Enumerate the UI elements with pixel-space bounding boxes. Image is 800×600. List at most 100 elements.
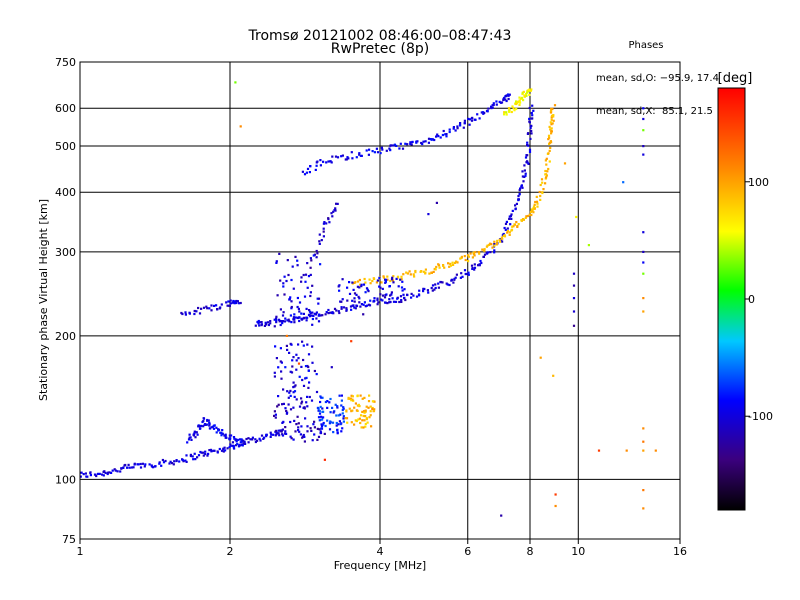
echo-point bbox=[530, 208, 533, 211]
echo-point bbox=[320, 425, 324, 428]
echo-point bbox=[301, 340, 304, 343]
echo-point bbox=[215, 426, 218, 429]
echo-point bbox=[213, 304, 216, 307]
echo-point bbox=[329, 397, 332, 401]
echo-point bbox=[353, 406, 356, 409]
echo-point bbox=[359, 305, 362, 308]
echo-point bbox=[344, 417, 347, 420]
echo-point bbox=[300, 400, 304, 403]
echo-point bbox=[445, 133, 448, 136]
echo-point bbox=[572, 297, 576, 300]
echo-point bbox=[422, 270, 425, 273]
echo-point bbox=[341, 298, 344, 301]
echo-point bbox=[434, 268, 437, 271]
echo-point bbox=[277, 403, 280, 406]
echo-point bbox=[418, 294, 421, 297]
y-tick-label: 600 bbox=[55, 102, 76, 115]
echo-point bbox=[305, 307, 308, 310]
echo-point bbox=[275, 431, 278, 434]
echo-point bbox=[572, 272, 576, 275]
echo-point bbox=[216, 308, 219, 311]
echo-point bbox=[642, 272, 645, 275]
echo-point bbox=[401, 147, 405, 150]
echo-point bbox=[231, 441, 234, 444]
echo-point bbox=[202, 454, 205, 457]
echo-point bbox=[478, 117, 481, 120]
echo-point bbox=[236, 442, 239, 446]
colorbar-tick-label: -100 bbox=[748, 410, 773, 423]
echo-point bbox=[289, 394, 292, 397]
echo-point bbox=[528, 89, 531, 92]
echo-point bbox=[342, 306, 346, 309]
echo-point bbox=[127, 463, 130, 466]
echo-point bbox=[544, 169, 547, 173]
echo-point bbox=[262, 437, 265, 440]
echo-point bbox=[284, 366, 287, 369]
echo-point bbox=[545, 174, 548, 177]
echo-point bbox=[642, 310, 645, 313]
echo-point bbox=[405, 271, 408, 274]
echo-point bbox=[220, 431, 223, 434]
echo-point bbox=[257, 319, 260, 323]
echo-point bbox=[189, 453, 192, 456]
echo-point bbox=[393, 143, 396, 146]
echo-point bbox=[474, 251, 477, 254]
echo-point bbox=[300, 312, 303, 315]
echo-point bbox=[323, 458, 326, 461]
echo-point bbox=[185, 454, 188, 457]
echo-point bbox=[282, 285, 285, 288]
echo-point bbox=[366, 288, 369, 291]
colorbar-label: [deg] bbox=[718, 71, 753, 86]
echo-point bbox=[390, 293, 393, 296]
echo-point bbox=[302, 344, 305, 347]
echo-point bbox=[321, 418, 324, 421]
echo-point bbox=[550, 107, 553, 110]
echo-point bbox=[467, 255, 470, 258]
echo-point bbox=[342, 417, 345, 420]
echo-point bbox=[329, 160, 332, 163]
echo-point bbox=[550, 114, 554, 117]
echo-point bbox=[278, 252, 281, 255]
echo-point bbox=[235, 444, 238, 447]
echo-point bbox=[317, 320, 321, 323]
echo-point bbox=[273, 410, 276, 413]
echo-point bbox=[523, 164, 526, 167]
echo-point bbox=[357, 403, 360, 406]
echo-point bbox=[274, 413, 277, 416]
y-tick-label: 100 bbox=[55, 473, 76, 486]
echo-point bbox=[526, 91, 529, 94]
echo-point bbox=[642, 145, 645, 148]
echo-point bbox=[507, 109, 511, 112]
echo-point bbox=[97, 472, 100, 475]
echo-point bbox=[276, 294, 279, 297]
echo-point bbox=[223, 446, 226, 449]
echo-point bbox=[550, 123, 553, 126]
echo-point bbox=[383, 296, 387, 299]
echo-point bbox=[487, 107, 490, 110]
echo-point bbox=[369, 282, 372, 285]
echo-point bbox=[358, 152, 361, 155]
echo-point bbox=[472, 251, 475, 254]
echo-point bbox=[378, 276, 381, 279]
echo-point bbox=[471, 116, 474, 119]
echo-point bbox=[309, 291, 312, 294]
echo-point bbox=[463, 122, 466, 125]
echo-point bbox=[514, 204, 517, 207]
echo-point bbox=[269, 431, 272, 434]
echo-point bbox=[530, 111, 533, 115]
echo-point bbox=[505, 99, 508, 103]
echo-point bbox=[522, 99, 525, 102]
echo-point bbox=[306, 395, 309, 398]
echo-point bbox=[314, 313, 318, 316]
echo-point bbox=[325, 161, 328, 164]
echo-point bbox=[364, 415, 367, 418]
echo-point bbox=[399, 295, 403, 298]
echo-point bbox=[495, 103, 498, 106]
echo-point bbox=[642, 129, 645, 132]
echo-point bbox=[342, 407, 345, 410]
echo-point bbox=[324, 400, 327, 404]
echo-point bbox=[523, 169, 526, 172]
echo-point bbox=[104, 471, 107, 474]
echo-point bbox=[354, 307, 357, 310]
echo-point bbox=[206, 419, 209, 422]
